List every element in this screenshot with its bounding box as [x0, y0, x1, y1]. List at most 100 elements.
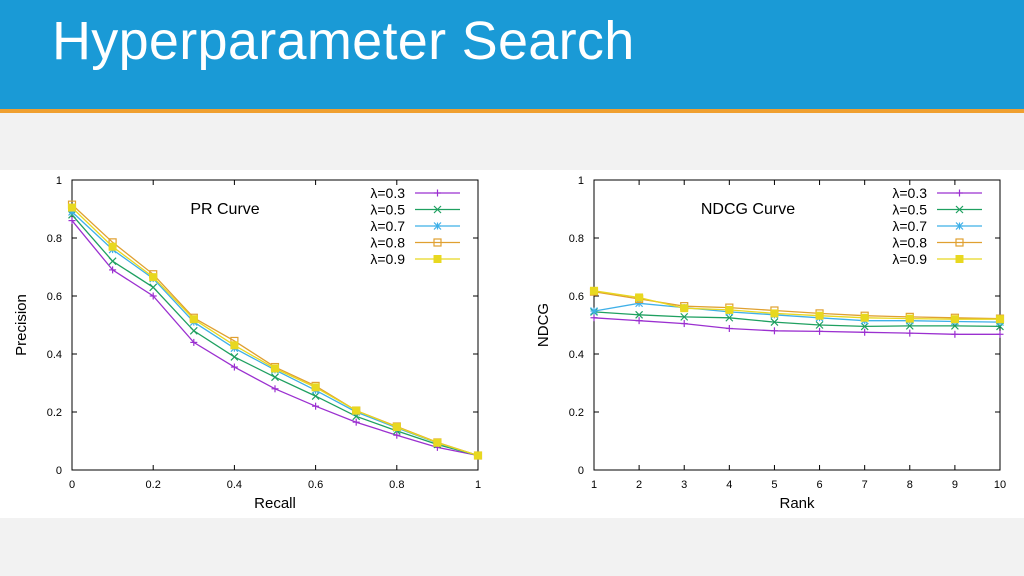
chart2-series-5-point [770, 309, 779, 318]
chart2-series-1-point [770, 327, 778, 335]
chart2-series-5-point [996, 315, 1004, 324]
chart2-plot-frame [593, 179, 1001, 471]
chart1-series-1-point [393, 431, 401, 439]
chart1-series-5-point-shape [189, 315, 198, 324]
chart1-xtick-label: 0.2 [146, 479, 161, 491]
figure-area: 0 0.2 0.4 0.6 0.8 1 0 0.2 0.4 0.6 0.8 1 Recall Precis… [0, 170, 1024, 518]
chart1-series-5-point [230, 341, 239, 350]
chart1-plot-frame [71, 179, 479, 471]
chart2-xtick-label: 1 [591, 479, 597, 491]
chart2-series-5-point-shape [725, 305, 734, 314]
title-underline [0, 109, 1024, 113]
chart2-series-3-point-stroke [590, 307, 598, 316]
chart2-legend-label: λ=0.5 [892, 202, 927, 218]
chart2-series-1-point [635, 317, 643, 325]
chart2-legend-label: λ=0.7 [892, 218, 927, 234]
chart1-series-5-point [352, 406, 361, 415]
chart1-series-5-point-shape [230, 341, 239, 350]
chart2-series-1-point [680, 320, 688, 328]
chart2-series-2-point [815, 321, 824, 329]
chart2-legend-marker [955, 238, 964, 247]
chart1-series-1-point [352, 418, 360, 426]
chart2-series-1-point [816, 327, 824, 335]
chart2-series-5-point [635, 293, 644, 302]
chart2-series-2-point [860, 322, 869, 331]
chart1-series-5-point [108, 242, 117, 251]
chart2-series-1-point [861, 328, 869, 336]
chart2-x-axis-label: Rank [779, 495, 815, 512]
chart1-series-2-point-stroke [108, 257, 117, 266]
chart1-series-2-point-stroke [311, 392, 320, 400]
chart1-ytick-label: 0.2 [47, 407, 62, 419]
chart1-series-1-point [109, 266, 117, 274]
chart1-series-1-point [149, 292, 157, 300]
chart2-ytick-label: 0.4 [569, 349, 584, 361]
chart2-series-5-point [860, 313, 869, 322]
chart2-series-5-point-shape [770, 309, 779, 318]
chart2-legend-label: λ=0.8 [892, 235, 927, 251]
chart2-legend-label: λ=0.3 [892, 185, 927, 201]
chart1-series-5-point-shape [68, 203, 76, 212]
chart2-series-5-point [950, 315, 959, 324]
title-banner [0, 0, 1024, 109]
chart2-xtick-label: 8 [907, 479, 913, 491]
chart2-ytick-label: 0 [578, 465, 584, 477]
chart1-series-2-point-stroke [189, 326, 198, 335]
chart2-series-5-point-shape [905, 314, 914, 323]
chart1-ytick-label: 1 [56, 175, 62, 187]
chart2-title: NDCG Curve [701, 201, 795, 218]
chart1-ytick-label: 0.8 [47, 233, 62, 245]
chart1-series-2-point-stroke [230, 352, 239, 361]
chart1-series-5-point-shape [271, 364, 279, 373]
chart2-xtick-label: 6 [816, 479, 822, 491]
chart1-legend-label: λ=0.3 [370, 185, 405, 201]
chart1-legend-marker [433, 255, 442, 263]
chart2-series-2-point-stroke [770, 318, 779, 327]
chart1-series-5-point [68, 203, 76, 212]
chart2-legend-marker-shape [955, 255, 964, 263]
chart2-xtick-label: 9 [952, 479, 958, 491]
chart2-series-5-point [680, 304, 689, 313]
chart2-series-5-point-shape [815, 311, 824, 320]
chart2-series-2-point [770, 318, 779, 327]
chart2-series-2-point-stroke [725, 313, 734, 322]
chart1-series-5-point [474, 451, 482, 460]
chart1-series-1-point [271, 385, 279, 393]
chart1-series-5-point [189, 315, 198, 324]
chart1-legend-label: λ=0.9 [370, 251, 405, 267]
chart1-series-5-point-shape [474, 451, 482, 460]
chart2-ytick-label: 0.2 [569, 407, 584, 419]
chart2-ytick-label: 0.8 [569, 233, 584, 245]
chart2-series-2-point [635, 310, 644, 319]
chart1-xtick-label: 0 [69, 479, 75, 491]
chart2-xtick-label: 5 [771, 479, 777, 491]
chart1-series-1-point [312, 402, 320, 410]
chart2-series-5-point [590, 286, 598, 295]
chart2-legend-label: λ=0.9 [892, 251, 927, 267]
chart2-legend-marker [955, 255, 964, 263]
chart2-series-line-3 [593, 302, 1001, 323]
chart2-series-5-point-shape [996, 315, 1004, 324]
chart1-legend-marker-shape [433, 238, 442, 247]
chart1-series-5-point-shape [352, 406, 361, 415]
chart2-series-5-point-shape [860, 313, 869, 322]
chart1-xtick-label: 0.6 [308, 479, 323, 491]
chart1-legend-label: λ=0.5 [370, 202, 405, 218]
chart2-ytick-label: 0.6 [569, 291, 584, 303]
chart1-xtick-label: 0.4 [227, 479, 242, 491]
chart1-series-1-point [230, 363, 238, 371]
chart1-series-5-point-shape [433, 438, 442, 447]
chart1-series-2-point [230, 352, 239, 361]
chart1-series-5-point [433, 438, 442, 447]
chart1-series-2-point-stroke [149, 283, 158, 292]
chart1-y-axis-label: Precision [13, 294, 30, 356]
chart2-xtick-label: 4 [726, 479, 732, 491]
chart1-xtick-label: 0.8 [389, 479, 404, 491]
chart2-legend-marker [955, 205, 964, 214]
chart2-xtick-label: 7 [862, 479, 868, 491]
chart2-series-1-point [906, 329, 914, 337]
slide-title: Hyperparameter Search [52, 11, 635, 71]
chart2-series-2-point [725, 313, 734, 322]
chart1-xtick-label: 1 [475, 479, 481, 491]
chart2-ytick-label: 1 [578, 175, 584, 187]
